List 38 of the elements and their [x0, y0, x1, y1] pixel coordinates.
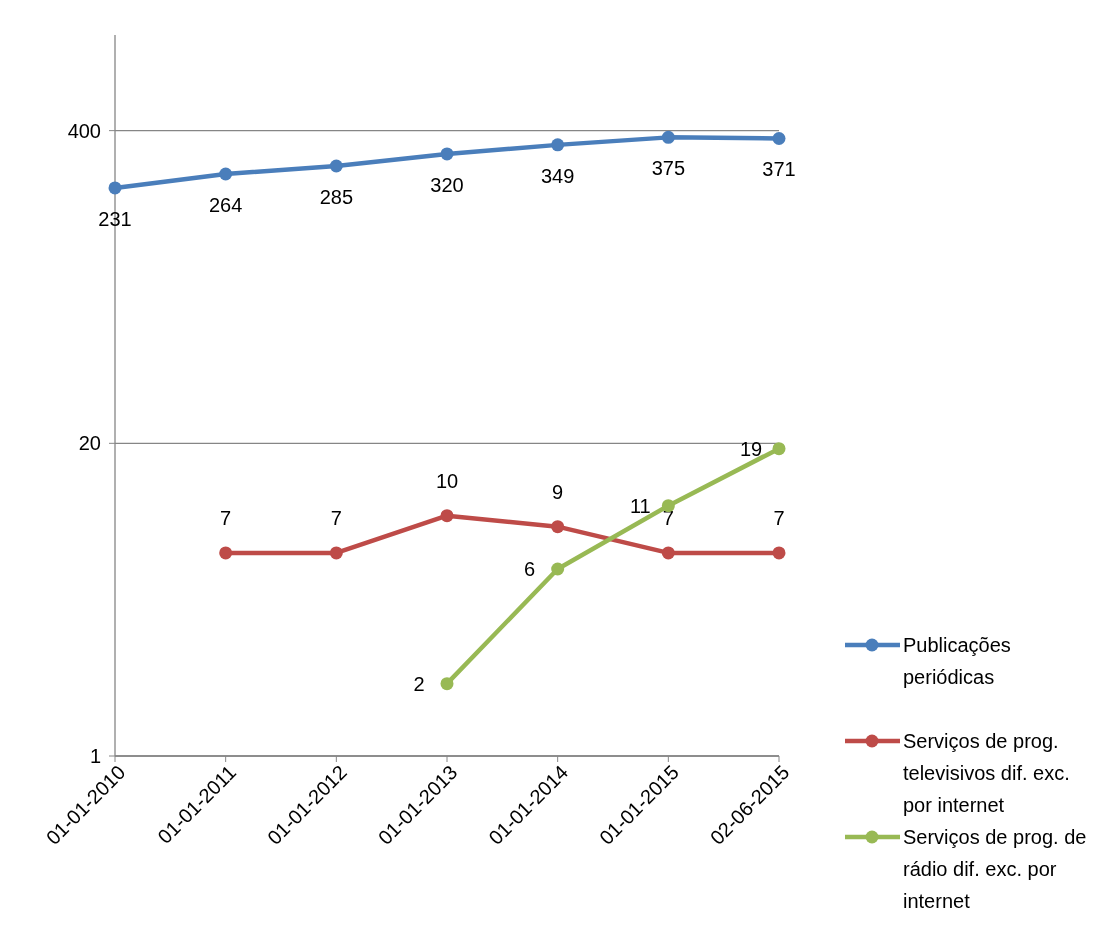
point [772, 442, 786, 456]
legend-label: Serviços de prog. de rádio dif. exc. por internet [903, 826, 1087, 912]
data-label: 7 [773, 506, 785, 529]
legend-label: Publicações periódicas [903, 634, 1011, 688]
data-label: 285 [319, 186, 354, 209]
point [772, 131, 786, 145]
y-tick-label: 20 [78, 432, 101, 455]
point [219, 167, 233, 181]
point [108, 181, 122, 195]
point [329, 159, 343, 173]
point [329, 546, 343, 560]
data-label: 349 [540, 164, 575, 187]
data-label: 231 [98, 207, 132, 230]
data-label: 19 [739, 437, 763, 460]
y-tick-label: 400 [67, 119, 101, 142]
data-label: 11 [629, 494, 651, 517]
point [661, 546, 675, 560]
point [551, 138, 565, 152]
data-label: 375 [651, 157, 686, 180]
data-label: 6 [524, 557, 536, 580]
data-label: 7 [330, 506, 342, 529]
point [440, 147, 454, 161]
data-label: 320 [430, 173, 464, 196]
y-tick-label: 1 [89, 745, 101, 767]
data-label: 264 [208, 194, 243, 217]
data-label: 2 [413, 672, 425, 695]
point [440, 677, 454, 691]
point [772, 546, 786, 560]
data-label: 9 [552, 480, 564, 503]
data-label: 7 [220, 506, 232, 529]
point [551, 520, 565, 534]
point [440, 509, 454, 523]
data-label: 371 [762, 158, 796, 181]
point [219, 546, 233, 560]
point [551, 562, 565, 576]
point [661, 130, 675, 144]
data-label: 10 [435, 469, 459, 492]
legend-label: Serviços de prog. televisivos dif. exc. por internet [903, 730, 1070, 816]
